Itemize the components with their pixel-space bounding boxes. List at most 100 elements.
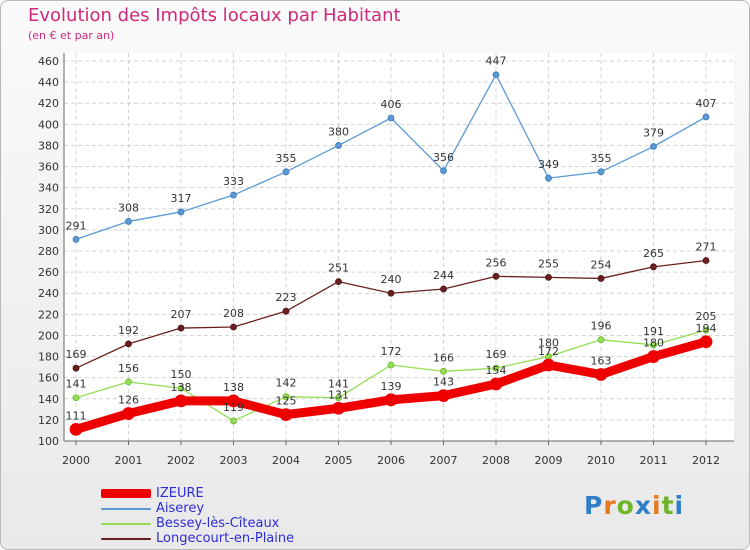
series-point-2 <box>440 367 447 375</box>
data-label: 255 <box>538 257 559 270</box>
chart-subtitle: (en € et par an) <box>28 29 115 42</box>
y-tick-label: 340 <box>38 182 59 195</box>
data-label: 143 <box>433 376 454 389</box>
data-label: 169 <box>486 348 507 361</box>
series-point-2 <box>335 394 342 402</box>
legend-swatch <box>101 522 151 525</box>
data-label: 356 <box>433 151 454 164</box>
data-label: 317 <box>171 192 192 205</box>
data-label: 308 <box>118 201 139 214</box>
data-label: 156 <box>118 362 139 375</box>
series-point-2 <box>597 336 605 344</box>
x-tick-label: 2010 <box>587 454 615 467</box>
legend-label: Bessey-lès-Cîteaux <box>156 516 280 531</box>
series-point-2 <box>72 394 80 402</box>
data-label: 180 <box>643 337 664 350</box>
legend-swatch <box>101 489 151 498</box>
data-label: 223 <box>276 291 297 304</box>
series-point-0 <box>489 377 503 391</box>
data-label: 256 <box>486 256 507 269</box>
data-label: 407 <box>696 97 717 110</box>
data-label: 254 <box>591 258 612 271</box>
series-point-1 <box>387 114 395 122</box>
data-label: 111 <box>66 409 87 422</box>
data-label: 349 <box>538 158 559 171</box>
chart-canvas: 100 120 140 160 180 200 220 240 260 280 300 320 340 3… <box>38 53 734 467</box>
y-tick-label: 100 <box>38 435 59 448</box>
data-label: 194 <box>696 322 717 335</box>
series-point-2 <box>387 361 395 369</box>
y-tick-label: 300 <box>38 224 59 237</box>
x-tick-label: 2001 <box>115 454 143 467</box>
series-point-2 <box>650 341 657 349</box>
series-point-1 <box>125 218 132 225</box>
data-label: 142 <box>276 377 297 390</box>
data-label: 191 <box>643 325 664 338</box>
y-tick-label: 400 <box>38 118 59 131</box>
y-tick-label: 260 <box>38 266 59 279</box>
data-label: 192 <box>118 324 139 337</box>
series-point-1 <box>72 235 80 243</box>
series-point-0 <box>542 358 555 372</box>
data-label: 207 <box>171 308 192 321</box>
y-tick-label: 320 <box>38 203 59 216</box>
y-tick-label: 460 <box>38 55 59 68</box>
data-label: 333 <box>223 175 244 188</box>
series-point-0 <box>699 335 713 349</box>
series-point-1 <box>597 168 605 176</box>
series-point-1 <box>230 191 237 199</box>
series-point-1 <box>650 143 657 150</box>
series-point-1 <box>335 142 342 149</box>
plot-area <box>64 53 734 441</box>
data-label: 271 <box>696 241 717 254</box>
series-point-3 <box>440 285 447 293</box>
series-point-0 <box>647 350 660 363</box>
data-label: 172 <box>538 345 559 358</box>
x-tick-label: 2004 <box>272 454 300 467</box>
series-point-0 <box>332 401 345 415</box>
x-tick-label: 2009 <box>535 454 563 467</box>
proxiti-logo: Proxiti <box>584 491 684 520</box>
x-tick-label: 2006 <box>377 454 405 467</box>
series-point-0 <box>69 422 83 436</box>
data-label: 244 <box>433 269 454 282</box>
series-point-2 <box>282 393 290 401</box>
series-point-0 <box>437 389 450 403</box>
x-tick-label: 2007 <box>430 454 458 467</box>
series-point-1 <box>282 168 290 176</box>
series-point-0 <box>594 368 608 381</box>
legend-swatch <box>101 537 151 540</box>
series-point-3 <box>492 272 500 280</box>
y-tick-label: 200 <box>38 329 59 342</box>
series-point-0 <box>227 394 240 408</box>
logo-letter: t <box>661 491 675 520</box>
series-point-3 <box>545 273 552 281</box>
chart-legend: IZEURE Aiserey Bessey-lès-Cîteaux Longecour… <box>101 486 294 546</box>
legend-item: Longecourt-en-Plaine <box>101 531 294 546</box>
data-label: 208 <box>223 307 244 320</box>
data-label: 141 <box>328 378 349 391</box>
legend-label: Longecourt-en-Plaine <box>156 531 295 546</box>
y-tick-label: 360 <box>38 161 59 174</box>
series-point-2 <box>492 364 500 372</box>
legend-label: IZEURE <box>156 486 204 501</box>
data-label: 169 <box>66 348 87 361</box>
data-label: 251 <box>328 262 349 275</box>
x-tick-label: 2008 <box>482 454 510 467</box>
series-point-1 <box>440 167 447 175</box>
x-tick-label: 2003 <box>220 454 248 467</box>
data-label: 139 <box>381 380 402 393</box>
series-point-2 <box>125 378 132 386</box>
logo-letter: i <box>674 491 685 520</box>
series-point-2 <box>702 326 710 334</box>
y-tick-label: 420 <box>38 97 59 110</box>
data-label: 138 <box>223 381 244 394</box>
series-point-3 <box>387 289 395 297</box>
series-point-0 <box>279 408 293 422</box>
legend-item: Bessey-lès-Cîteaux <box>101 516 294 531</box>
y-tick-label: 120 <box>38 414 59 427</box>
x-tick-label: 2012 <box>692 454 720 467</box>
logo-letter: i <box>652 491 662 520</box>
series-point-1 <box>545 174 552 182</box>
